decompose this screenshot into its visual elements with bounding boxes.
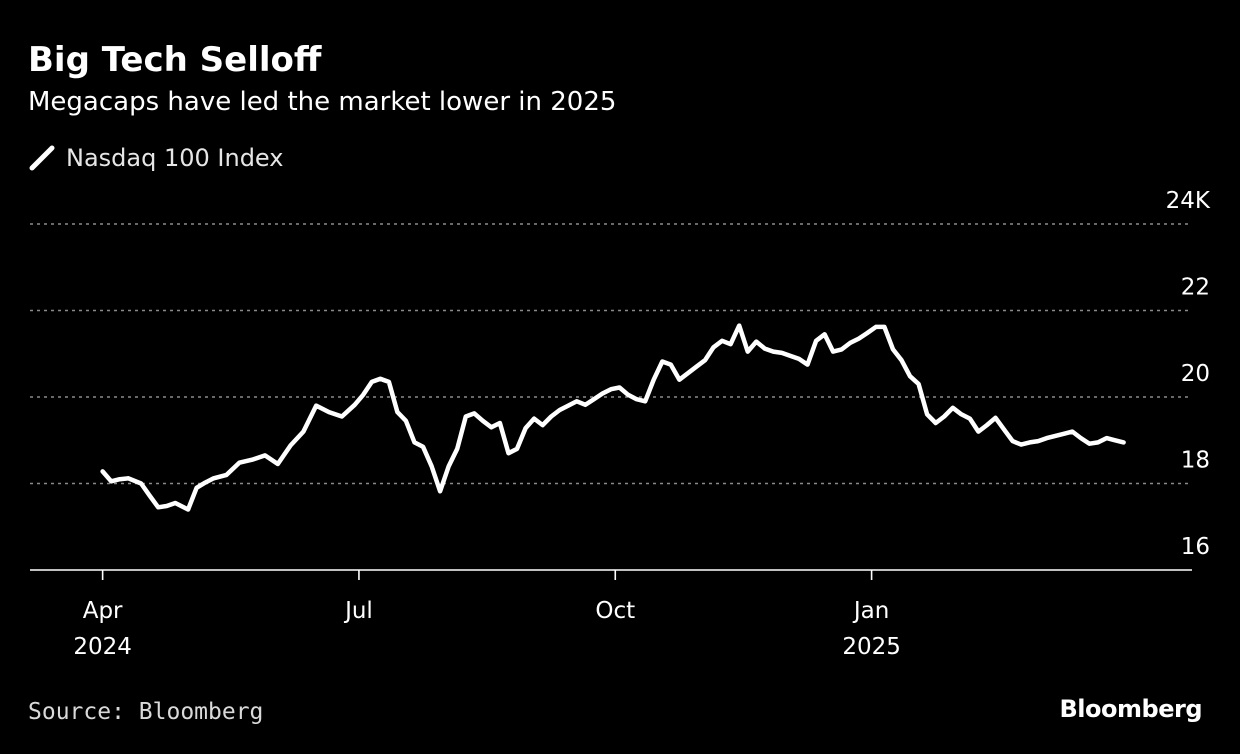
source-note: Source: Bloomberg xyxy=(28,699,264,725)
legend: Nasdaq 100 Index xyxy=(28,142,283,174)
x-tick-label-jul: Jul xyxy=(343,598,373,624)
bloomberg-logo: Bloomberg xyxy=(1059,695,1203,723)
series-line-nasdaq-100 xyxy=(100,323,1126,512)
x-tick-label-oct: Oct xyxy=(595,598,635,624)
legend-label: Nasdaq 100 Index xyxy=(66,144,284,172)
chart-title: Big Tech Selloff xyxy=(28,40,322,80)
x-tick-year-2025: 2025 xyxy=(842,634,901,660)
y-tick-label-20: 20 xyxy=(1181,361,1210,387)
x-tick-label-jan: Jan xyxy=(852,598,889,624)
y-tick-label-24: 24K xyxy=(1166,188,1211,214)
x-tick-label-apr: Apr xyxy=(83,598,123,624)
series-group xyxy=(100,323,1126,512)
y-axis-labels: 24K 22 20 18 16 xyxy=(1166,188,1211,560)
x-axis xyxy=(30,569,1192,580)
gridlines xyxy=(30,223,1192,485)
y-tick-label-16: 16 xyxy=(1181,534,1210,560)
y-tick-label-22: 22 xyxy=(1181,275,1210,301)
chart-subtitle: Megacaps have led the market lower in 20… xyxy=(28,87,617,117)
y-tick-label-18: 18 xyxy=(1181,448,1210,474)
line-swatch-icon xyxy=(29,145,55,171)
x-axis-labels: Apr 2024 Jul Oct Jan 2025 xyxy=(73,598,901,660)
x-tick-year-2024: 2024 xyxy=(73,634,132,660)
